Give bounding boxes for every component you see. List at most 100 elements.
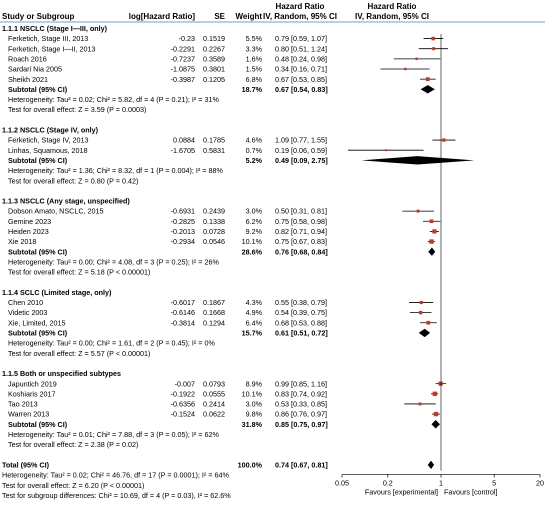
heterogeneity-text: Heterogeneity: Tau² = 0.00; Chi² = 4.08,… — [8, 257, 220, 266]
study-weight: 4.6% — [246, 136, 263, 145]
study-weight: 9.8% — [246, 410, 263, 419]
overall-effect-text: Test for overall effect: Z = 0.80 (P = 0… — [8, 176, 138, 185]
x-tick-label: 0.2 — [383, 478, 393, 487]
total-heterogeneity-text: Heterogeneity: Tau² = 0.02; Chi² = 46.76… — [2, 471, 229, 480]
study-point-box — [433, 411, 439, 417]
subtotal-hr-ci: 0.76 [0.68, 0.84] — [275, 247, 328, 256]
study-point-box — [415, 57, 418, 61]
study-weight: 6.4% — [246, 318, 263, 327]
total-label: Total (95% CI) — [2, 460, 50, 469]
table-rows: 1.1.1 NSCLC (Stage I—III, only)Ferketich… — [2, 24, 475, 500]
ci-column-header-title: Hazard Ratio — [276, 2, 325, 11]
study-se: 0.1785 — [203, 136, 225, 145]
study-log-hr: -0.6356 — [171, 400, 195, 409]
study-weight: 3.0% — [246, 207, 263, 216]
study-se: 0.3589 — [203, 54, 225, 63]
study-point-box — [419, 300, 423, 305]
subtotal-label: Subtotal (95% CI) — [8, 329, 68, 338]
study-hr-ci: 0.79 [0.59, 1.07] — [275, 34, 327, 43]
study-weight: 3.0% — [246, 400, 263, 409]
study-hr-ci: 0.86 [0.76, 0.97] — [275, 410, 327, 419]
study-point-box — [432, 391, 438, 396]
x-tick-label: 20 — [536, 478, 544, 487]
study-weight: 4.9% — [246, 308, 263, 317]
study-log-hr: -0.2934 — [171, 237, 195, 246]
subtotal-hr-ci: 0.67 [0.54, 0.83] — [275, 85, 328, 94]
study-weight: 8.9% — [246, 379, 263, 388]
study-point-box — [404, 67, 407, 71]
study-point-box — [385, 149, 388, 152]
total-hr-ci: 0.74 [0.67, 0.81] — [275, 460, 328, 469]
study-weight: 4.3% — [246, 298, 263, 307]
study-point-box — [418, 310, 423, 315]
study-name: Sardari Nia 2005 — [8, 65, 62, 74]
study-point-box — [416, 209, 420, 213]
favours-right-label: Favours [control] — [444, 487, 498, 496]
study-name: Sheikh 2021 — [8, 75, 48, 84]
heterogeneity-text: Heterogeneity: Tau² = 0.02; Chi² = 5.82,… — [8, 95, 220, 104]
study-log-hr: -0.1922 — [171, 389, 195, 398]
study-name: Linhas, Squamous, 2018 — [8, 146, 88, 155]
study-weight: 1.6% — [246, 54, 263, 63]
subtotal-weight: 5.2% — [246, 156, 263, 165]
study-name: Roach 2016 — [8, 54, 47, 63]
study-hr-ci: 1.09 [0.77, 1.55] — [275, 136, 327, 145]
study-name: Dobson Amato, NSCLC, 2015 — [8, 207, 104, 216]
study-se: 0.0546 — [203, 237, 225, 246]
subtotal-label: Subtotal (95% CI) — [8, 156, 68, 165]
study-name: Gemine 2023 — [8, 217, 51, 226]
overall-effect-text: Test for overall effect: Z = 3.59 (P = 0… — [8, 105, 146, 114]
hr-column-header-method: IV, Random, 95% CI — [355, 12, 429, 21]
favours-left-label: Favours [experimental] — [365, 487, 438, 496]
overall-effect-text: Test for overall effect: Z = 2.38 (P = 0… — [8, 440, 138, 449]
study-name: Xie, Limited, 2015 — [8, 318, 66, 327]
subgroup-title: 1.1.1 NSCLC (Stage I—III, only) — [2, 24, 108, 33]
study-name: Tao 2013 — [8, 400, 38, 409]
study-se: 0.1338 — [203, 217, 225, 226]
x-tick-label: 5 — [492, 478, 496, 487]
study-point-box — [431, 36, 435, 41]
study-se: 0.0728 — [203, 227, 225, 236]
subtotal-weight: 18.7% — [242, 85, 263, 94]
study-point-box — [432, 47, 436, 51]
study-log-hr: -1.6705 — [171, 146, 195, 155]
x-tick-label: 0.05 — [335, 478, 349, 487]
subtotal-label: Subtotal (95% CI) — [8, 247, 68, 256]
study-se: 0.0622 — [203, 410, 225, 419]
study-se: 0.1294 — [203, 318, 225, 327]
study-weight: 10.1% — [242, 389, 263, 398]
study-weight: 10.1% — [242, 237, 263, 246]
study-hr-ci: 0.82 [0.71, 0.94] — [275, 227, 327, 236]
study-name: Heiden 2023 — [8, 227, 49, 236]
subtotal-hr-ci: 0.49 [0.09, 2.75] — [275, 156, 328, 165]
subtotal-diamond — [418, 328, 431, 338]
study-name: Xie 2018 — [8, 237, 36, 246]
subtotal-hr-ci: 0.85 [0.75, 0.97] — [275, 420, 328, 429]
study-log-hr: -0.007 — [175, 379, 195, 388]
subgroup-title: 1.1.4 SCLC (Limited stage, only) — [2, 288, 112, 297]
study-se: 0.1519 — [203, 34, 225, 43]
study-hr-ci: 0.55 [0.38, 0.79] — [275, 298, 327, 307]
study-name: Warren 2013 — [8, 410, 49, 419]
subtotal-weight: 28.6% — [242, 247, 263, 256]
study-name: Japuntich 2019 — [8, 379, 57, 388]
x-tick-label: 1 — [439, 478, 443, 487]
study-se: 0.0793 — [203, 379, 225, 388]
study-weight: 6.8% — [246, 75, 263, 84]
study-log-hr: -0.7237 — [171, 54, 195, 63]
study-se: 0.2267 — [203, 44, 225, 53]
study-se: 0.1668 — [203, 308, 225, 317]
subtotal-diamond — [420, 85, 435, 94]
study-name: Koshiaris 2017 — [8, 389, 56, 398]
study-point-box — [425, 77, 430, 82]
study-hr-ci: 0.80 [0.51, 1.24] — [275, 44, 327, 53]
study-hr-ci: 0.83 [0.74, 0.92] — [275, 389, 327, 398]
overall-effect-text: Test for overall effect: Z = 5.18 (P < 0… — [8, 268, 150, 277]
study-se: 0.5831 — [203, 146, 225, 155]
study-name: Chen 2010 — [8, 298, 43, 307]
subtotal-weight: 15.7% — [242, 329, 263, 338]
subtotal-diamond — [428, 247, 436, 256]
study-log-hr: -0.23 — [179, 34, 195, 43]
subtotal-diamond — [361, 156, 475, 165]
study-hr-ci: 0.53 [0.33, 0.85] — [275, 400, 327, 409]
